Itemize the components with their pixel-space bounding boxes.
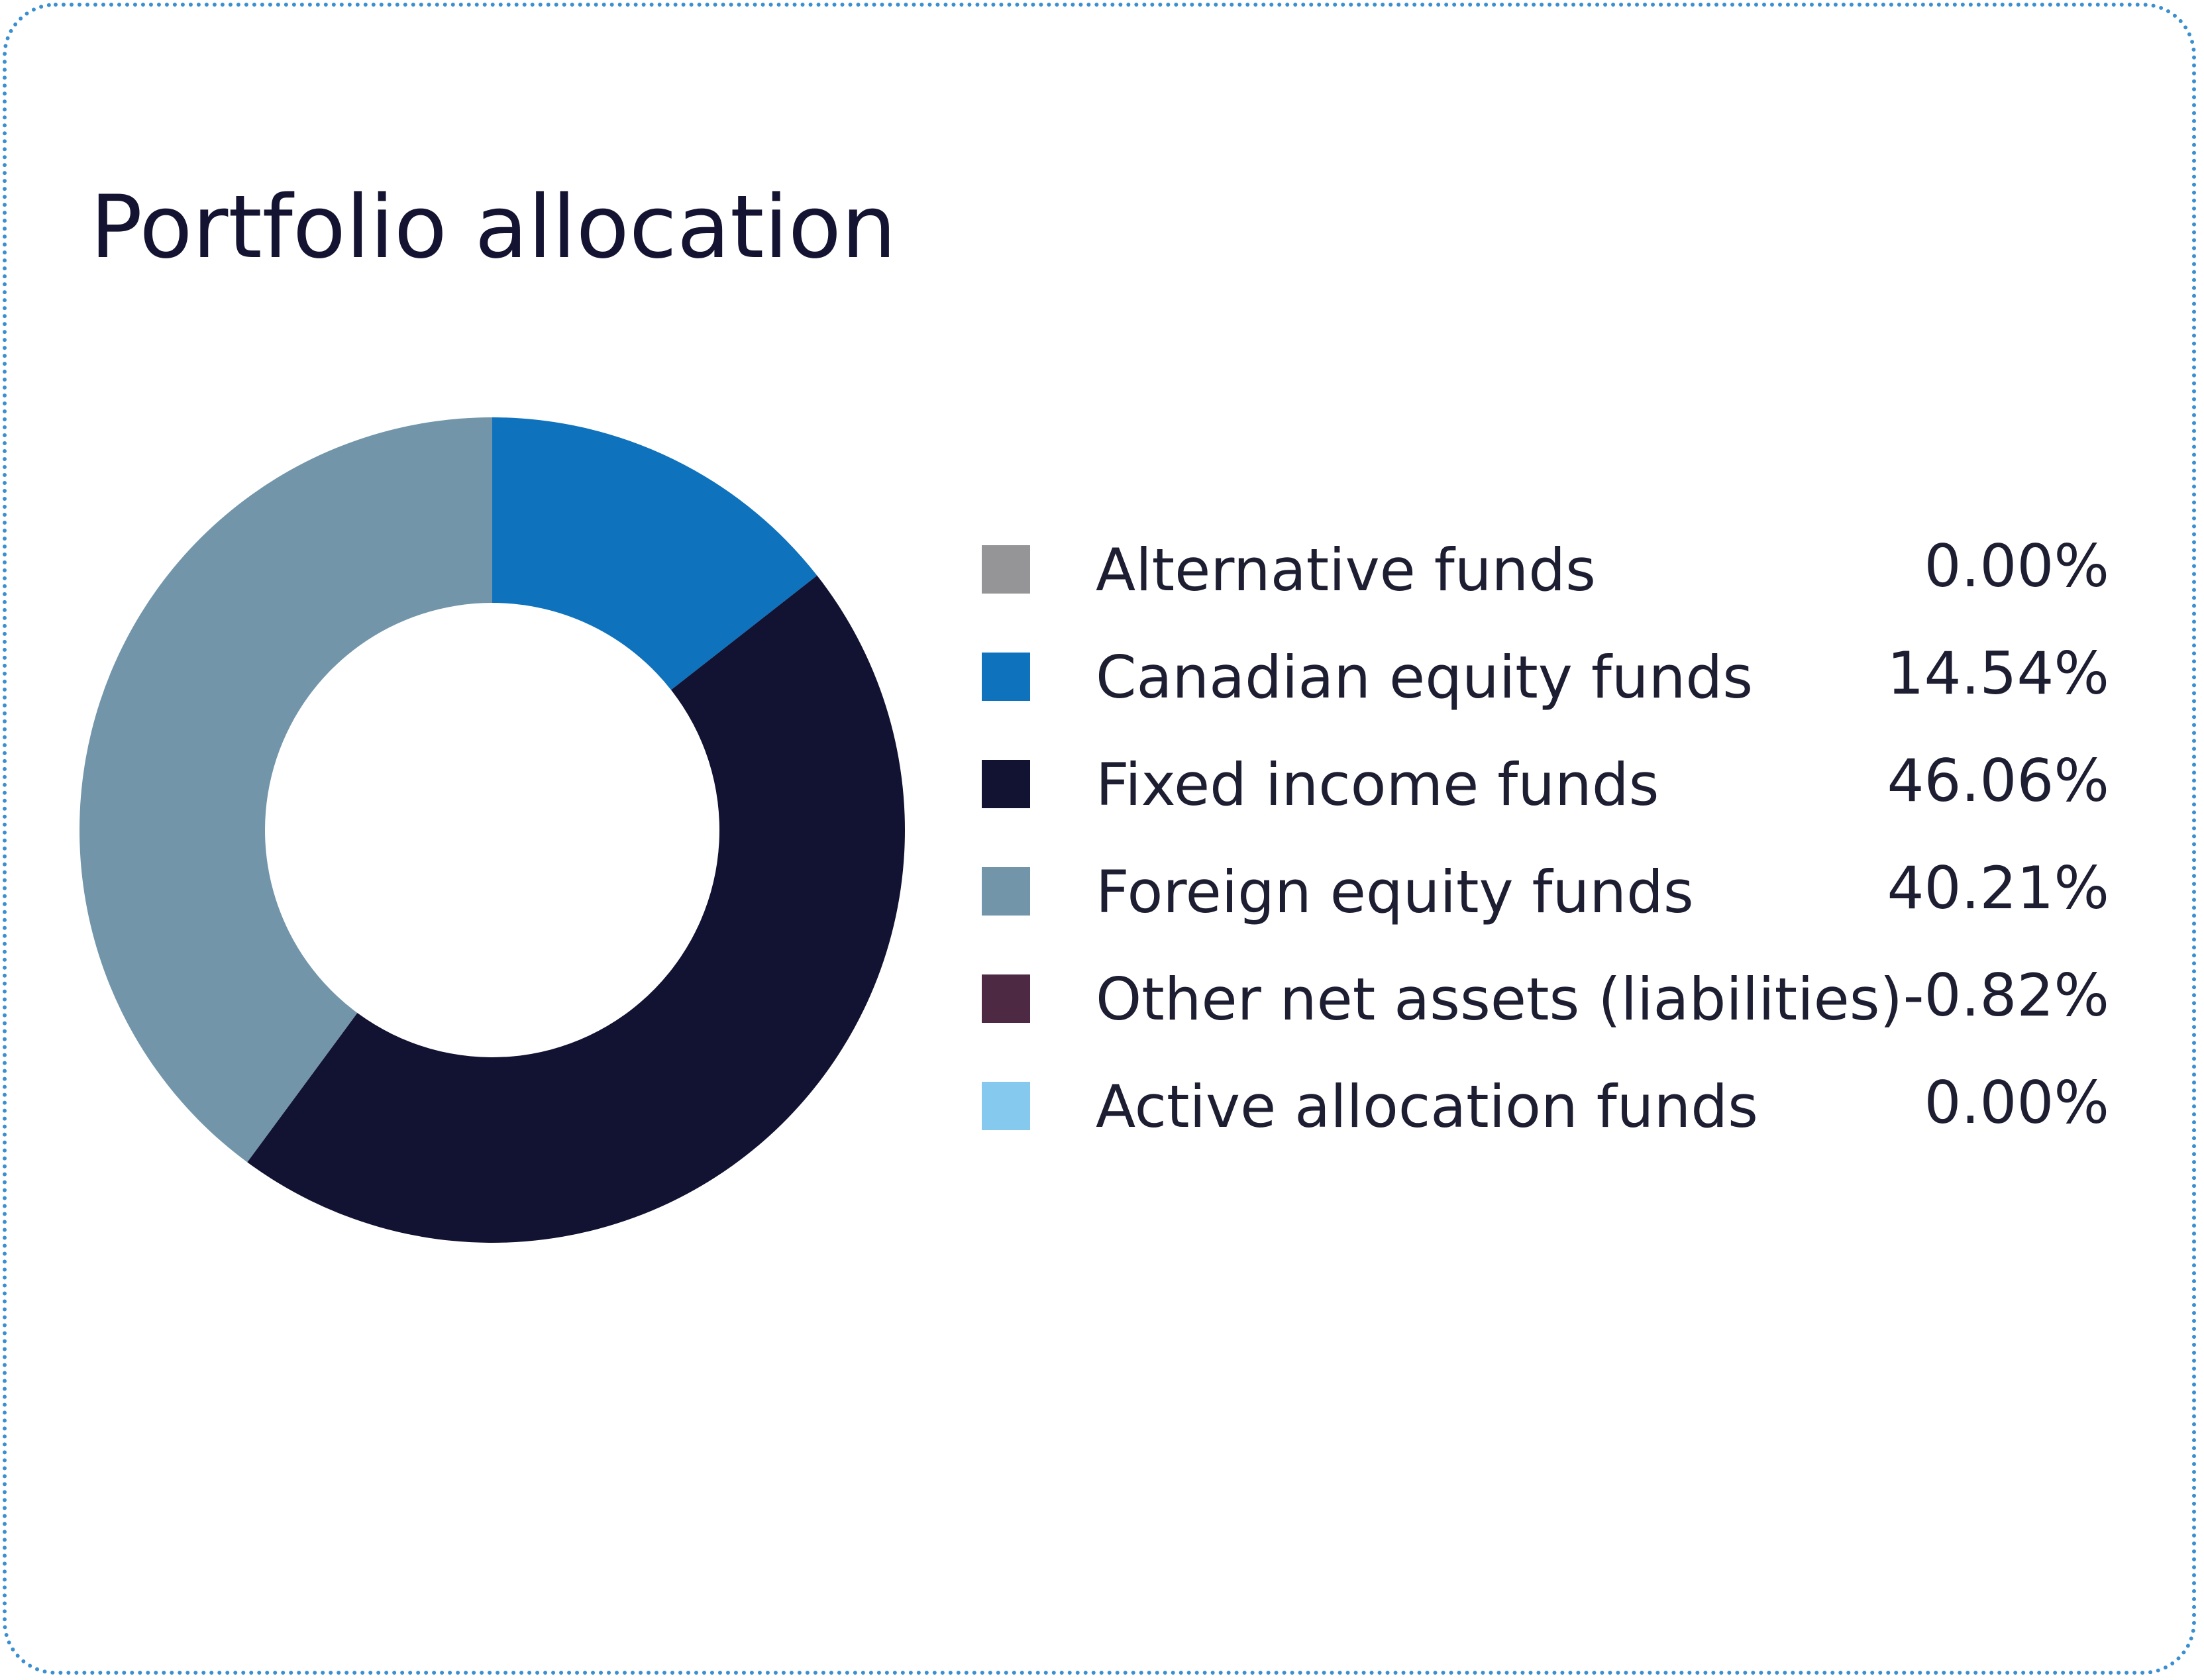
- legend-label: Canadian equity funds: [1096, 643, 1754, 711]
- legend-label: Other net assets (liabilities): [1096, 965, 1903, 1033]
- legend-swatch: [982, 974, 1030, 1023]
- legend-label: Active allocation funds: [1096, 1073, 1758, 1141]
- legend-label: Fixed income funds: [1096, 751, 1659, 819]
- legend-value: 14.54%: [1887, 639, 2109, 708]
- legend-item: Canadian equity funds 14.54%: [982, 635, 2109, 742]
- legend-label: Foreign equity funds: [1096, 858, 1694, 926]
- donut-slice-canadian-equity-funds: [492, 417, 817, 690]
- legend-swatch: [982, 653, 1030, 701]
- chart-legend: Alternative funds 0.00% Canadian equity …: [982, 527, 2109, 1171]
- legend-swatch: [982, 760, 1030, 808]
- chart-title: Portfolio allocation: [90, 176, 896, 278]
- legend-value: 46.06%: [1887, 747, 2109, 815]
- legend-item: Foreign equity funds 40.21%: [982, 849, 2109, 957]
- legend-value: -0.82%: [1903, 961, 2109, 1029]
- legend-value: 0.00%: [1924, 1069, 2109, 1137]
- legend-label: Alternative funds: [1096, 536, 1597, 604]
- legend-value: 40.21%: [1887, 854, 2109, 922]
- donut-slice-fixed-income-funds: [247, 575, 905, 1243]
- legend-item: Fixed income funds 46.06%: [982, 742, 2109, 849]
- legend-swatch: [982, 867, 1030, 916]
- legend-swatch: [982, 545, 1030, 594]
- legend-value: 0.00%: [1924, 532, 2109, 600]
- legend-item: Active allocation funds 0.00%: [982, 1064, 2109, 1171]
- donut-slices: [79, 417, 905, 1243]
- donut-slice-foreign-equity-funds: [79, 417, 492, 1163]
- legend-swatch: [982, 1082, 1030, 1130]
- legend-item: Alternative funds 0.00%: [982, 527, 2109, 635]
- legend-item: Other net assets (liabilities) -0.82%: [982, 957, 2109, 1064]
- chart-card: [3, 3, 2196, 1675]
